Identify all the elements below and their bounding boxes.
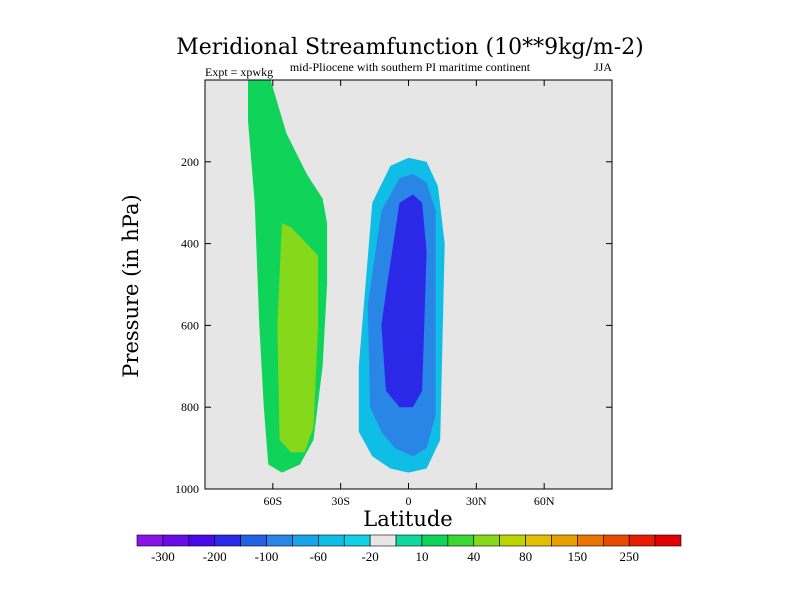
colorbar-swatch — [343, 534, 371, 547]
colorbar-label: 80 — [519, 549, 532, 564]
y-tick-label: 800 — [181, 400, 199, 414]
plot-area — [204, 79, 613, 490]
colorbar-swatch — [214, 534, 241, 547]
colorbar-swatch — [266, 534, 293, 547]
y-axis: 200 400 600 800 1000 — [175, 155, 612, 496]
x-tick-label: 60N — [534, 494, 555, 508]
colorbar-swatch — [628, 534, 656, 547]
colorbar-swatch — [654, 534, 682, 547]
y-axis-label: Pressure (in hPa) — [119, 194, 143, 377]
x-tick-label: 30N — [466, 494, 487, 508]
colorbar-swatch — [292, 534, 319, 547]
colorbar-label: 250 — [619, 549, 639, 564]
contour-equatorial-band-innermost — [381, 194, 427, 408]
contour-sh-green-cell — [277, 223, 319, 453]
x-tick-label: 60S — [263, 494, 282, 508]
colorbar-swatch — [240, 534, 267, 547]
colorbar-swatch — [162, 534, 190, 547]
colorbar-label: -100 — [255, 549, 279, 564]
colorbar-swatch — [473, 534, 500, 547]
colorbar-label: 150 — [568, 549, 588, 564]
y-tick-label: 1000 — [175, 482, 199, 496]
subtitle-left: Expt = xpwkg — [205, 65, 273, 79]
colorbar-label: -300 — [151, 549, 175, 564]
x-tick-label: 30S — [331, 494, 350, 508]
subtitle-center: mid-Pliocene with southern PI maritime c… — [290, 60, 531, 74]
colorbar: -300 -200 -100 -60 -20 10 40 80 150 250 — [136, 534, 682, 564]
x-tick-label: 0 — [406, 494, 412, 508]
x-axis: 60S 30S 0 30N 60N — [263, 80, 555, 508]
colorbar-label: 10 — [415, 549, 428, 564]
colorbar-swatch — [447, 534, 475, 547]
colorbar-label: -60 — [310, 549, 327, 564]
subtitle-right: JJA — [594, 60, 612, 74]
colorbar-swatch — [421, 534, 449, 547]
y-tick-label: 200 — [181, 155, 199, 169]
colorbar-swatch — [602, 534, 630, 547]
colorbar-swatch — [551, 534, 578, 547]
colorbar-swatch — [525, 534, 552, 547]
chart-title: Meridional Streamfunction (10**9kg/m-2) — [176, 35, 644, 60]
colorbar-swatch — [499, 534, 526, 547]
y-tick-label: 400 — [181, 237, 199, 251]
x-axis-label: Latitude — [363, 507, 452, 531]
colorbar-swatch — [395, 534, 423, 547]
colorbar-swatch — [577, 534, 604, 547]
colorbar-swatch — [188, 534, 216, 547]
colorbar-label: -20 — [361, 549, 378, 564]
colorbar-swatch — [136, 534, 164, 547]
colorbar-swatch — [318, 534, 345, 547]
colorbar-label: 40 — [467, 549, 480, 564]
y-tick-label: 600 — [181, 318, 199, 332]
colorbar-swatch — [369, 534, 397, 547]
colorbar-label: -200 — [203, 549, 227, 564]
